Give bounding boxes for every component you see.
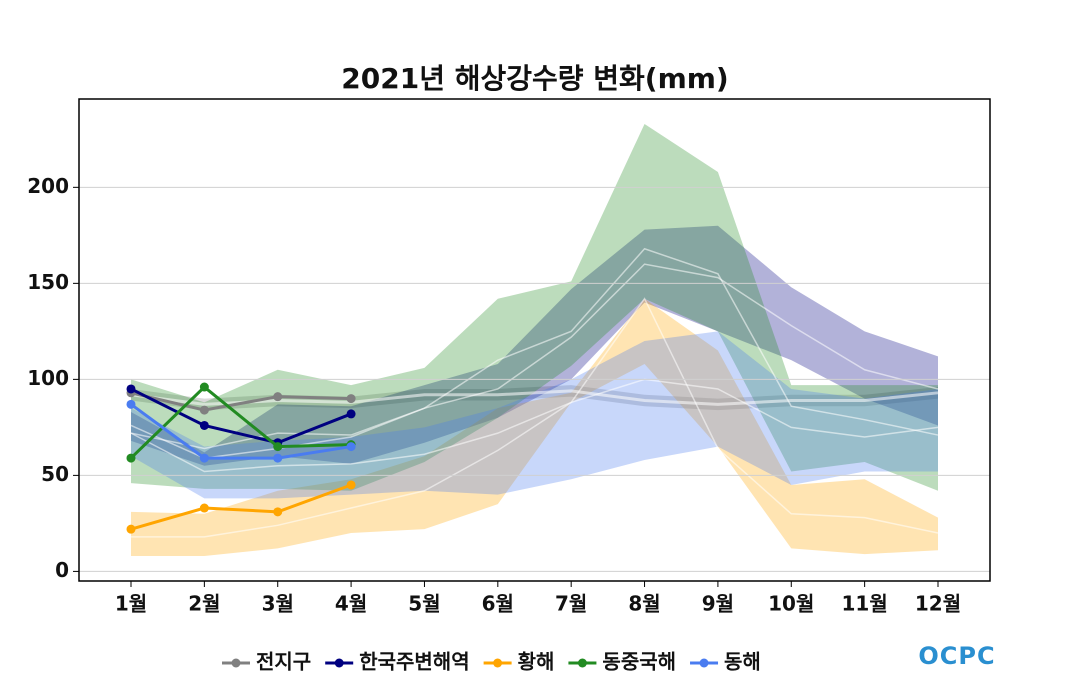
legend-label: 동해 [724, 650, 761, 674]
point [273, 453, 283, 463]
plot-frame [78, 98, 991, 582]
legend-label: 동중국해 [602, 650, 676, 674]
legend-marker [493, 658, 503, 668]
legend-marker [699, 658, 709, 668]
x-tick-label: 3월 [262, 592, 294, 616]
point [346, 442, 356, 452]
x-tick-label: 8월 [628, 592, 660, 616]
mean-line [130, 263, 939, 459]
x-tick-label: 9월 [702, 592, 734, 616]
legend-marker [334, 658, 344, 668]
point [199, 382, 209, 392]
legend-marker [231, 658, 241, 668]
x-tick-label: 2월 [188, 592, 220, 616]
x-tick-label: 7월 [555, 592, 587, 616]
mean-line [131, 297, 939, 538]
point [346, 394, 356, 404]
series-line [130, 387, 352, 445]
point [126, 399, 136, 409]
point [273, 392, 283, 402]
x-tick-label: 4월 [335, 592, 367, 616]
point [199, 405, 209, 415]
legend-label: 황해 [518, 650, 555, 674]
x-tick-label: 12월 [915, 592, 961, 616]
legend-label: 한국주변해역 [359, 650, 469, 674]
x-tick-label: 10월 [768, 592, 814, 616]
mean-line [130, 389, 939, 406]
mean-line [130, 378, 939, 473]
x-tick-label: 6월 [482, 592, 514, 616]
point [346, 480, 356, 490]
logo: OCPC [918, 642, 995, 670]
point [199, 503, 209, 513]
point [126, 384, 136, 394]
x-tick-label: 11월 [842, 592, 888, 616]
y-tick-label: 100 [27, 366, 69, 390]
point [126, 524, 136, 534]
point [273, 507, 283, 517]
series-line [130, 391, 352, 412]
point [273, 442, 283, 452]
y-tick-label: 200 [27, 174, 69, 198]
point [199, 420, 209, 430]
point [346, 409, 356, 419]
series-line [129, 385, 352, 460]
legend-marker [577, 658, 587, 668]
chart-title: 2021년 해상강수량 변화(mm) [341, 62, 728, 95]
x-tick-label: 1월 [115, 592, 147, 616]
series-line [130, 403, 352, 460]
x-tick-label: 5월 [408, 592, 440, 616]
legend-label: 전지구 [256, 650, 311, 674]
y-tick-label: 0 [55, 558, 69, 582]
point [199, 453, 209, 463]
point [126, 453, 136, 463]
range-band [131, 331, 938, 499]
y-tick-label: 150 [27, 270, 69, 294]
series-line [130, 483, 352, 531]
y-tick-label: 50 [41, 462, 69, 486]
